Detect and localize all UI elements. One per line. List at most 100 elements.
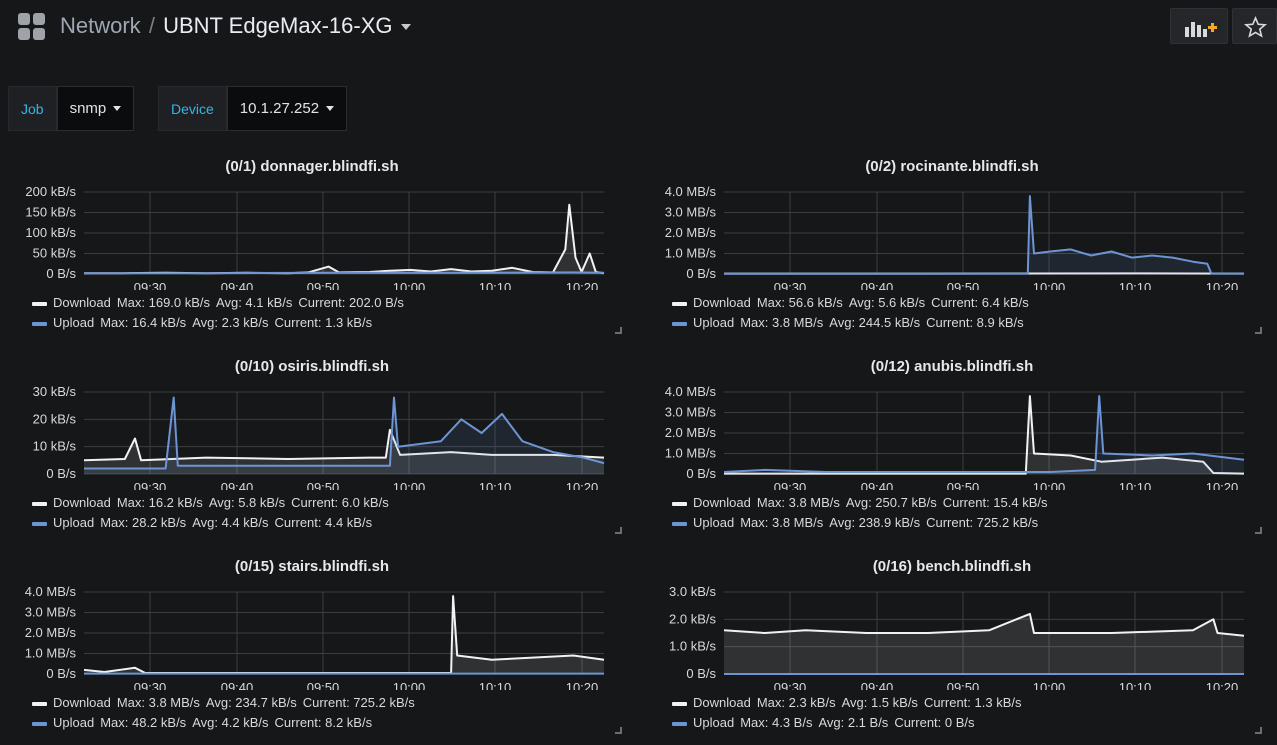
legend-max: Max: 48.2 kB/s [100,715,187,730]
legend-item-upload[interactable]: Upload Max: 28.2 kB/s Avg: 4.4 kB/s Current… [32,515,372,530]
panel-resize-handle[interactable] [615,727,622,734]
legend-swatch [672,701,687,706]
legend-swatch [32,501,47,506]
series-line-download[interactable] [84,203,605,275]
legend-item-download[interactable]: Download Max: 3.8 MB/s Avg: 250.7 kB/s Curr… [672,495,1048,510]
graph-panel[interactable]: (0/12) anubis.blindfi.sh 4.0 MB/s 3.0 MB/s… [640,350,1264,536]
legend-item-download[interactable]: Download Max: 2.3 kB/s Avg: 1.5 kB/s Curren… [672,695,1021,710]
series-line-upload[interactable] [84,271,605,275]
add-panel-button[interactable] [1170,8,1228,44]
legend-item-upload[interactable]: Upload Max: 4.3 B/s Avg: 2.1 B/s Current: 0… [672,715,975,730]
legend-swatch [672,521,687,526]
panel-resize-handle[interactable] [1255,327,1262,334]
series-line-upload[interactable] [84,396,605,470]
series-line-download[interactable] [724,395,1245,475]
network-traffic-chart[interactable]: 200 kB/s 150 kB/s 100 kB/s 50 kB/s 0 B/s 09:3… [0,178,624,290]
panel-title[interactable]: (0/1) donnager.blindfi.sh [225,158,399,175]
add-panel-icon [1185,22,1217,37]
x-tick-label: 09:40 [221,480,254,490]
x-tick-label: 09:40 [861,680,894,690]
x-tick-label: 09:50 [947,480,980,490]
panel-title[interactable]: (0/10) osiris.blindfi.sh [234,358,390,375]
legend-avg: Avg: 1.5 kB/s [841,695,918,710]
x-tick-label: 09:40 [221,280,254,290]
star-icon [1243,15,1268,38]
x-tick-label: 09:50 [307,680,340,690]
series-area-download [84,596,604,674]
x-tick-label: 10:10 [1119,280,1152,290]
series-line-download[interactable] [83,595,605,674]
legend-item-upload[interactable]: Upload Max: 3.8 MB/s Avg: 238.9 kB/s Curren… [672,515,1038,530]
caret-down-icon [113,106,122,111]
x-tick-label: 10:20 [566,480,599,490]
panel-resize-handle[interactable] [1255,727,1262,734]
breadcrumb[interactable]: Network / UBNT EdgeMax-16-XG [60,12,411,40]
series-area-upload [724,196,1244,274]
series-line-upload[interactable] [724,195,1244,275]
y-tick-label: 1.0 kB/s [669,639,716,654]
series-line-download[interactable] [723,612,1245,637]
series-area-download [724,613,1244,674]
y-tick-label: 3.0 MB/s [665,205,717,220]
x-tick-label: 09:30 [134,680,167,690]
panel-title[interactable]: (0/12) anubis.blindfi.sh [870,358,1034,375]
legend-max: Max: 169.0 kB/s [116,295,211,310]
network-traffic-chart[interactable]: 4.0 MB/s 3.0 MB/s 2.0 MB/s 1.0 MB/s 0 B/s 09:… [640,378,1264,490]
legend-item-download[interactable]: Download Max: 56.6 kB/s Avg: 5.6 kB/s Curre… [672,295,1029,310]
network-traffic-chart[interactable]: 4.0 MB/s 3.0 MB/s 2.0 MB/s 1.0 MB/s 0 B/s 09:… [640,178,1264,290]
legend-item-download[interactable]: Download Max: 3.8 MB/s Avg: 234.7 kB/s Curr… [32,695,415,710]
legend-series-name: Upload [693,515,735,530]
x-tick-label: 09:30 [134,280,167,290]
x-tick-label: 10:10 [479,480,512,490]
legend-series-name: Download [53,295,111,310]
folder-link[interactable]: Network [60,13,141,38]
y-tick-label: 0 B/s [46,466,76,481]
chevron-down-icon[interactable] [400,24,411,31]
breadcrumb-separator: / [148,13,155,38]
variable-device: Device 10.1.27.252 [158,86,348,131]
graph-panel[interactable]: (0/1) donnager.blindfi.sh 200 kB/s 150 kB/… [0,150,624,336]
dashboard-title[interactable]: UBNT EdgeMax-16-XG [163,13,393,38]
star-button[interactable] [1232,8,1277,44]
legend-item-upload[interactable]: Upload Max: 3.8 MB/s Avg: 244.5 kB/s Curren… [672,315,1024,330]
legend-max: Max: 3.8 MB/s [116,695,200,710]
legend-item-download[interactable]: Download Max: 16.2 kB/s Avg: 5.8 kB/s Curre… [32,495,389,510]
network-traffic-chart[interactable]: 30 kB/s 20 kB/s 10 kB/s 0 B/s 09:30 09:40 09:5… [0,378,624,490]
legend-avg: Avg: 238.9 kB/s [829,515,921,530]
graph-panel[interactable]: (0/15) stairs.blindfi.sh 4.0 MB/s 3.0 MB/s… [0,550,624,736]
y-tick-label: 2.0 MB/s [665,225,717,240]
x-tick-label: 09:50 [947,280,980,290]
network-traffic-chart[interactable]: 4.0 MB/s 3.0 MB/s 2.0 MB/s 1.0 MB/s 0 B/s 09:… [0,578,624,690]
legend-avg: Avg: 234.7 kB/s [205,695,297,710]
legend-series-name: Download [693,295,751,310]
dashboard-grid-icon[interactable] [18,13,46,41]
graph-panel[interactable]: (0/16) bench.blindfi.sh 3.0 kB/s 2.0 kB/s 1… [640,550,1264,736]
legend-current: Current: 8.2 kB/s [274,715,373,730]
series-line-download[interactable] [83,428,605,462]
graph-panel[interactable]: (0/2) rocinante.blindfi.sh 4.0 MB/s 3.0 MB… [640,150,1264,336]
legend-item-upload[interactable]: Upload Max: 16.4 kB/s Avg: 2.3 kB/s Current… [32,315,372,330]
variable-label: Device [158,86,227,131]
series-area-download [724,396,1244,474]
legend-current: Current: 6.0 kB/s [291,495,389,510]
panel-resize-handle[interactable] [615,527,622,534]
legend-current: Current: 6.4 kB/s [931,295,1029,310]
job-select[interactable]: snmp [56,86,135,131]
panel-resize-handle[interactable] [615,327,622,334]
x-tick-label: 10:00 [393,680,426,690]
y-tick-label: 2.0 kB/s [669,611,716,626]
series-area-download [84,204,604,274]
panel-title[interactable]: (0/2) rocinante.blindfi.sh [865,158,1039,175]
panel-title[interactable]: (0/16) bench.blindfi.sh [872,558,1032,575]
legend-item-download[interactable]: Download Max: 169.0 kB/s Avg: 4.1 kB/s Curr… [32,295,404,310]
variable-job: Job snmp [8,86,135,131]
network-traffic-chart[interactable]: 3.0 kB/s 2.0 kB/s 1.0 kB/s 0 B/s 09:30 09:40 0… [640,578,1264,690]
graph-panel[interactable]: (0/10) osiris.blindfi.sh 30 kB/s 20 kB/s 10… [0,350,624,536]
series-line-upload[interactable] [723,395,1245,473]
panel-resize-handle[interactable] [1255,527,1262,534]
panel-title[interactable]: (0/15) stairs.blindfi.sh [234,558,390,575]
legend-swatch [672,501,687,506]
legend-item-upload[interactable]: Upload Max: 48.2 kB/s Avg: 4.2 kB/s Current… [32,715,372,730]
x-tick-label: 09:50 [947,680,980,690]
device-select[interactable]: 10.1.27.252 [226,86,348,131]
